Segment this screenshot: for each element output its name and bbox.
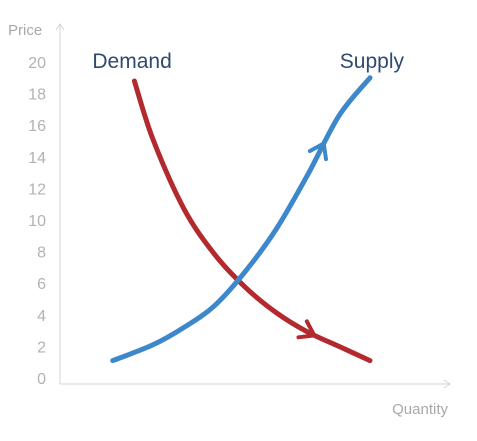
y-axis-title: Price [8, 22, 42, 39]
supply-curve [110, 75, 373, 364]
y-axis-arrow-icon [55, 23, 65, 31]
series-layer: Demand Supply [92, 50, 405, 364]
y-tick-labels: 0 2 4 6 8 10 12 14 16 18 20 [28, 55, 46, 388]
y-axis: Price [8, 22, 65, 384]
demand-arrow-icon [296, 319, 317, 340]
y-tick-label: 12 [28, 181, 46, 198]
y-tick-label: 20 [28, 55, 46, 72]
y-tick-label: 2 [37, 339, 46, 356]
y-tick-label: 16 [28, 118, 46, 135]
supply-label: Supply [340, 50, 405, 73]
supply-arrow-icon [307, 141, 328, 162]
y-tick-label: 6 [37, 276, 46, 293]
demand-curve [131, 78, 373, 364]
y-tick-label: 4 [37, 308, 46, 325]
y-tick-label: 10 [28, 213, 46, 230]
y-tick-label: 14 [28, 150, 46, 167]
y-tick-label: 8 [37, 245, 46, 262]
x-axis: Quantity [60, 379, 451, 418]
y-tick-label: 0 [37, 371, 46, 388]
demand-label: Demand [92, 50, 171, 73]
x-axis-arrow-icon [443, 379, 451, 389]
x-axis-title: Quantity [392, 401, 448, 418]
y-tick-label: 18 [28, 87, 46, 104]
